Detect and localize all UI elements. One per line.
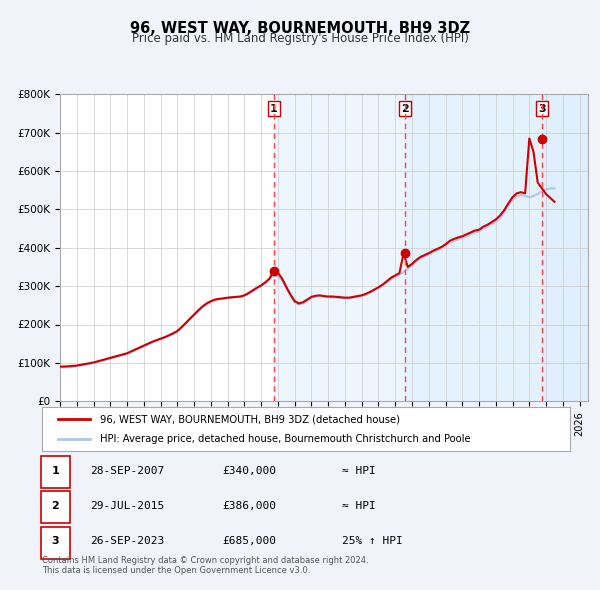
Bar [274,94,588,401]
Text: 96, WEST WAY, BOURNEMOUTH, BH9 3DZ: 96, WEST WAY, BOURNEMOUTH, BH9 3DZ [130,21,470,35]
Text: 1: 1 [52,466,59,476]
Text: £340,000: £340,000 [222,466,276,476]
Text: 28-SEP-2007: 28-SEP-2007 [90,466,164,476]
Text: HPI: Average price, detached house, Bournemouth Christchurch and Poole: HPI: Average price, detached house, Bour… [100,434,471,444]
Text: 26-SEP-2023: 26-SEP-2023 [90,536,164,546]
Text: ≈ HPI: ≈ HPI [342,466,376,476]
Text: 25% ↑ HPI: 25% ↑ HPI [342,536,403,546]
Bar [405,94,588,401]
Text: Contains HM Land Registry data © Crown copyright and database right 2024.
This d: Contains HM Land Registry data © Crown c… [42,556,368,575]
Text: ≈ HPI: ≈ HPI [342,501,376,511]
Text: 3: 3 [538,104,545,114]
Text: £386,000: £386,000 [222,501,276,511]
Text: £685,000: £685,000 [222,536,276,546]
Text: 96, WEST WAY, BOURNEMOUTH, BH9 3DZ (detached house): 96, WEST WAY, BOURNEMOUTH, BH9 3DZ (deta… [100,415,400,424]
Bar [542,94,588,401]
Text: 3: 3 [52,536,59,546]
Text: 29-JUL-2015: 29-JUL-2015 [90,501,164,511]
Text: Price paid vs. HM Land Registry's House Price Index (HPI): Price paid vs. HM Land Registry's House … [131,32,469,45]
Text: 2: 2 [401,104,409,114]
Text: 2: 2 [52,501,59,511]
Text: 1: 1 [270,104,278,114]
